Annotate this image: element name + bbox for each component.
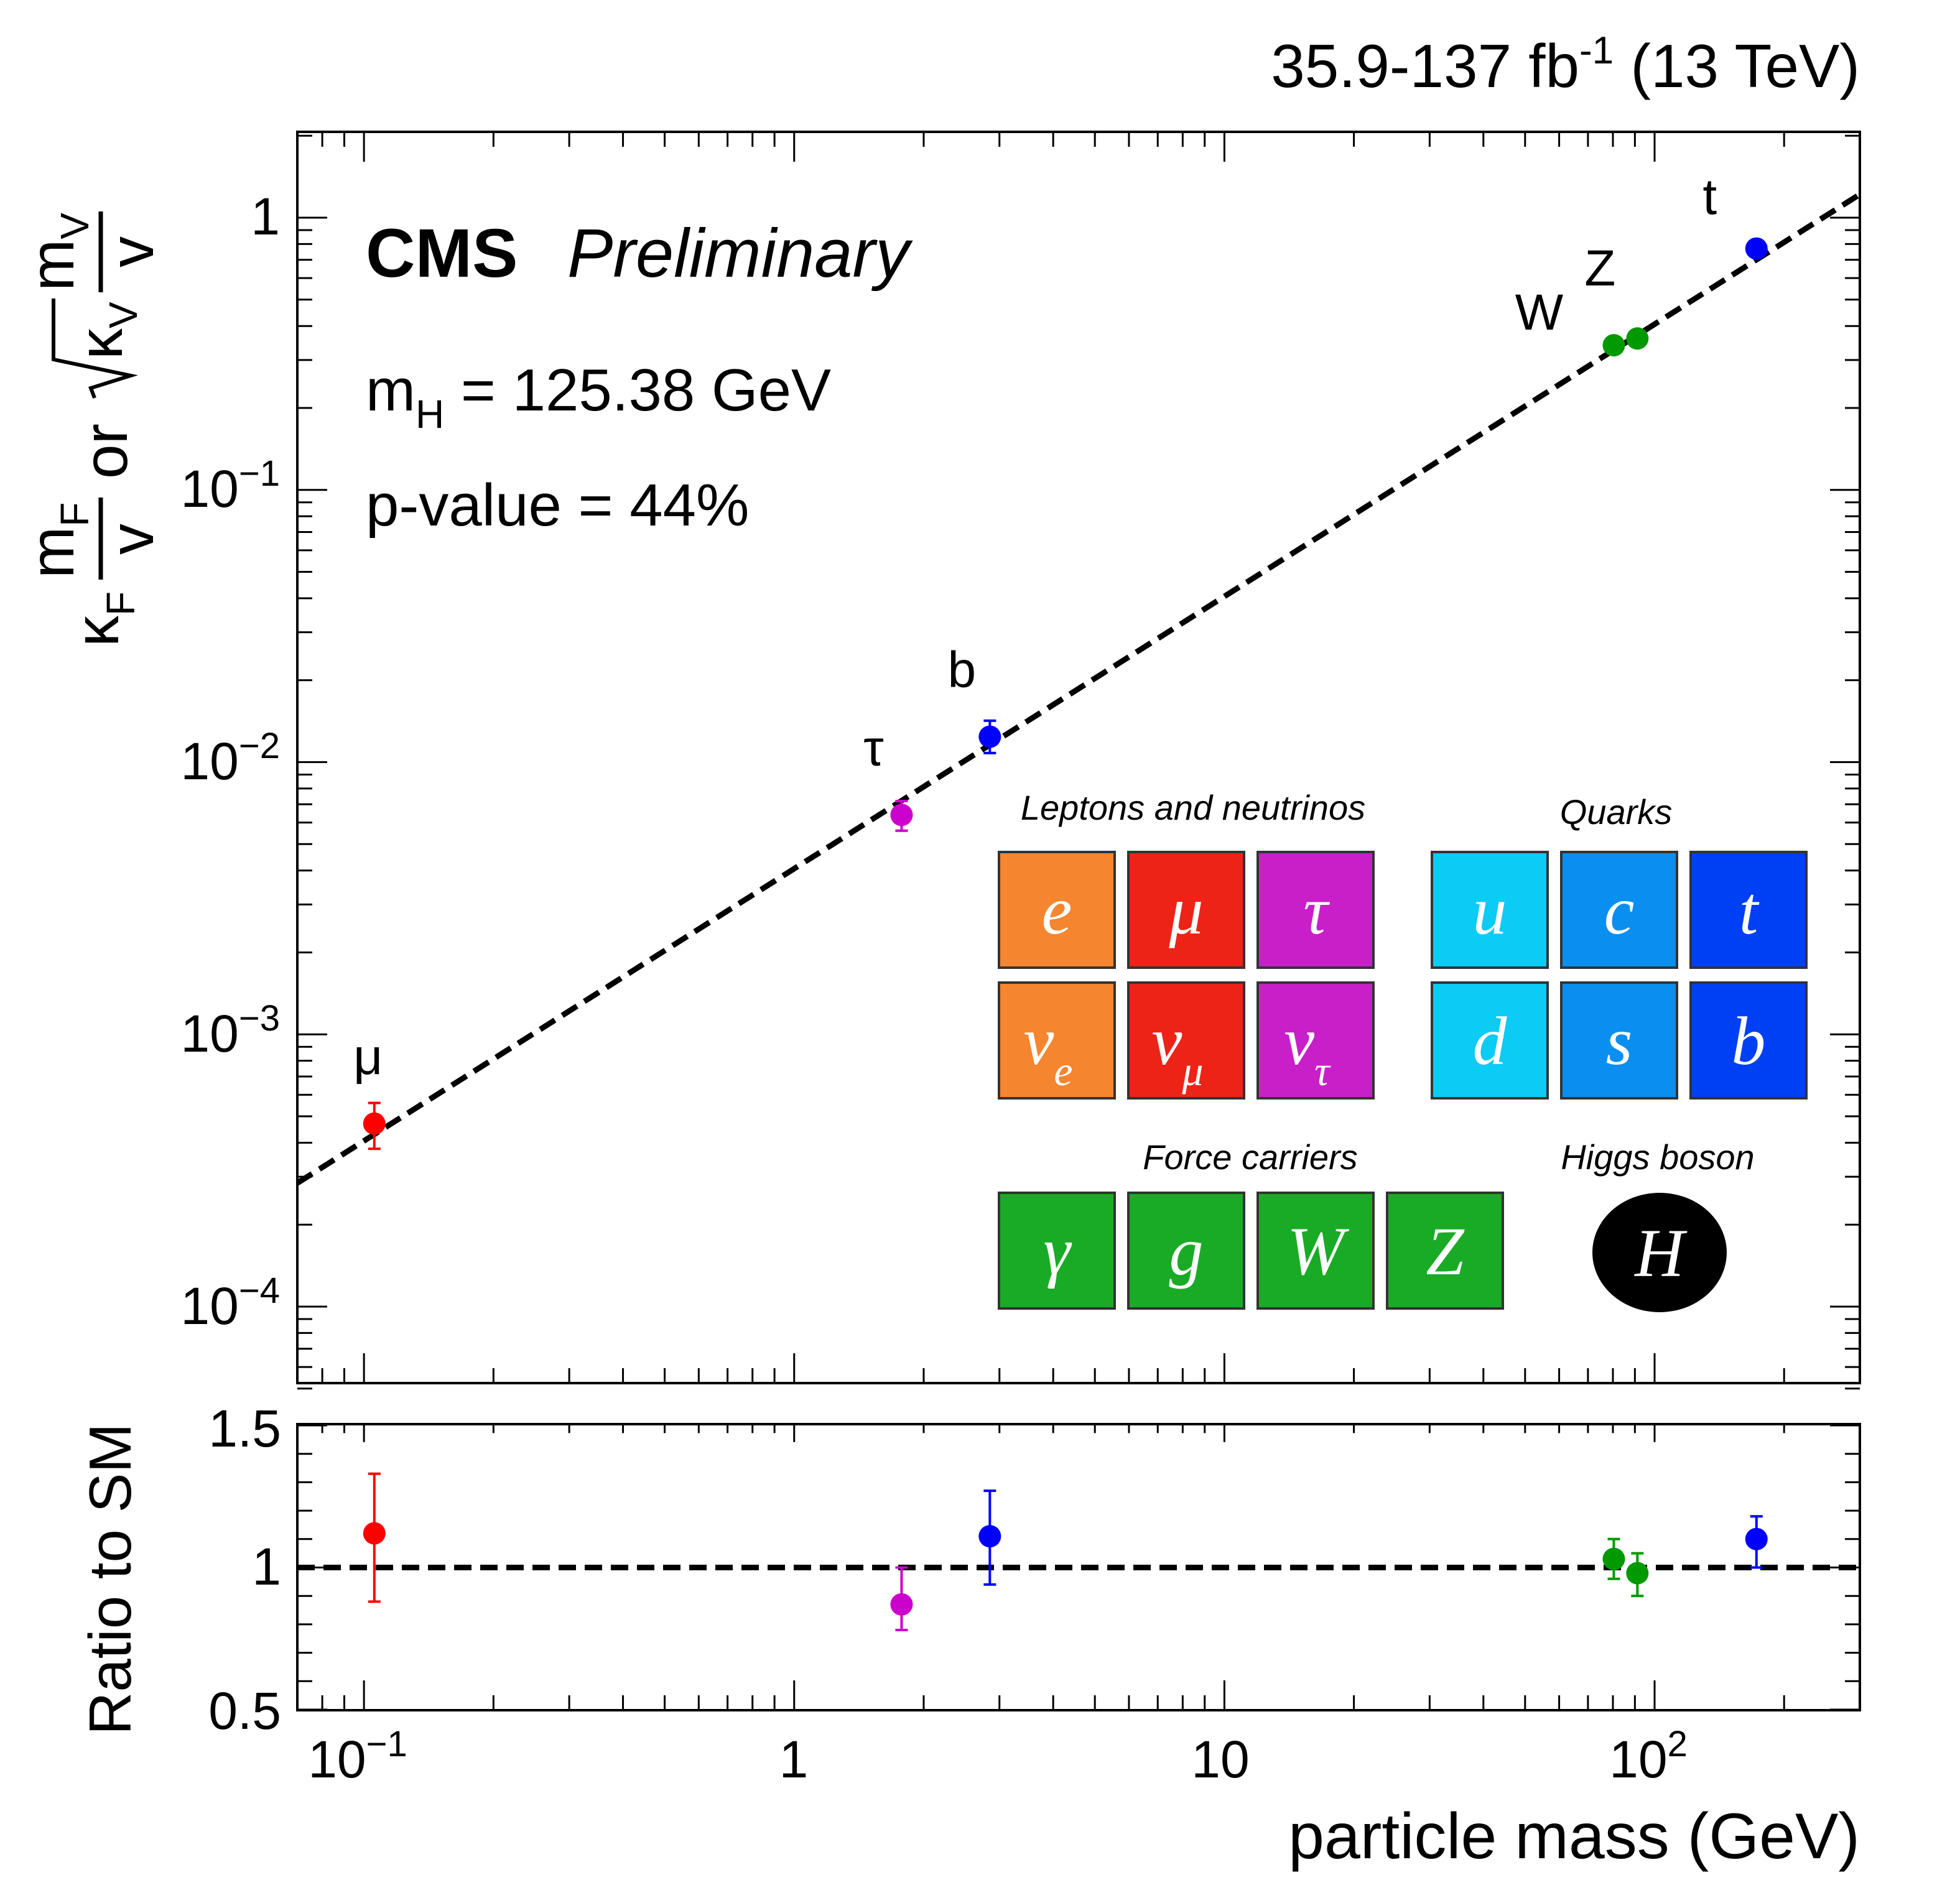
legend-title-leptons: Leptons and neutrinos	[1021, 788, 1365, 827]
cms-label: CMS	[366, 215, 518, 292]
data-point	[363, 1112, 386, 1135]
y-title-or: or	[71, 424, 141, 479]
point-label: Z	[1584, 240, 1615, 297]
bottom-y-tick-label: 1.5	[208, 1399, 281, 1458]
data-point	[1626, 1562, 1649, 1585]
higgs-mass-label: mH = 125.38 GeV	[366, 357, 831, 437]
lepton-box	[1127, 981, 1245, 1100]
top-y-tick-label: 10−1	[180, 453, 280, 518]
data-point	[1626, 327, 1649, 350]
x-tick-labels: 10−1 1 10 102	[308, 1724, 1688, 1789]
particle-legend: Leptons and neutrinos Quarks Force carri…	[998, 788, 1808, 1312]
data-point	[1745, 237, 1768, 260]
quark-box	[1431, 851, 1549, 969]
force-carrier-box	[1127, 1192, 1245, 1310]
lepton-box-symbol: τ	[1303, 873, 1330, 948]
lepton-box	[1256, 981, 1375, 1100]
force-carrier-box-symbol: g	[1169, 1213, 1204, 1289]
lepton-box-subscript: τ	[1314, 1047, 1331, 1095]
bottom-y-tick-label: 1	[252, 1537, 281, 1596]
lumi-label: 35.9-137 fb-1 (13 TeV)	[1271, 29, 1860, 100]
higgs-symbol: H	[1633, 1215, 1688, 1291]
quark-box-symbol: u	[1473, 873, 1507, 948]
top-sm-reference	[295, 192, 1862, 1186]
quark-box-symbol: c	[1604, 873, 1635, 948]
point-label: W	[1515, 284, 1564, 341]
force-carrier-box	[1256, 1192, 1375, 1310]
quark-box-symbol: t	[1739, 873, 1760, 948]
quark-box-symbol: s	[1606, 1003, 1633, 1079]
force-carrier-box-symbol: Z	[1426, 1213, 1465, 1289]
data-point	[1745, 1527, 1768, 1550]
force-carrier-box-symbol: γ	[1043, 1213, 1072, 1289]
axis-ticks	[296, 132, 1861, 1711]
top-point-labels: μ τ b WZt	[353, 169, 1717, 1085]
quark-box-symbol: d	[1473, 1003, 1508, 1079]
sm-prediction-line	[295, 192, 1862, 1186]
top-y-tick-labels: 1 10−1 10−2 10−3 10−4	[180, 187, 280, 1335]
top-data-points	[363, 237, 1768, 1151]
force-carrier-box-symbol: W	[1287, 1213, 1349, 1289]
x-axis-title: particle mass (GeV)	[1288, 1800, 1860, 1873]
x-tick-label: 102	[1609, 1724, 1688, 1789]
data-point	[363, 1522, 386, 1545]
lepton-box	[998, 851, 1116, 969]
legend-title-force: Force carriers	[1143, 1137, 1357, 1177]
data-point	[978, 725, 1001, 748]
y-title-kappa-f: κF	[62, 591, 143, 647]
quark-box-symbol: b	[1732, 1003, 1766, 1079]
lepton-box	[1256, 851, 1375, 969]
quark-box	[1431, 981, 1549, 1100]
point-label: τ	[863, 720, 883, 776]
top-y-tick-label: 10−4	[180, 1271, 280, 1335]
y-title-frac-num: mF	[17, 502, 97, 578]
x-tick-label: 1	[779, 1730, 809, 1789]
y-title-frac2-den: v	[97, 236, 167, 267]
top-y-tick-label: 10−2	[180, 726, 280, 790]
bottom-y-tick-labels: 1.5 1 0.5	[208, 1399, 281, 1740]
data-point	[890, 1593, 913, 1616]
force-carrier-box	[998, 1192, 1116, 1310]
legend-title-quarks: Quarks	[1560, 792, 1673, 831]
y-title-sqrt-kappa: κV	[66, 302, 146, 359]
quark-box	[1560, 981, 1678, 1100]
quark-box	[1689, 851, 1808, 969]
x-tick-label: 10	[1191, 1730, 1249, 1789]
legend-title-higgs: Higgs boson	[1561, 1137, 1754, 1177]
y-title-sqrt-sign	[52, 299, 138, 399]
data-point	[1602, 334, 1625, 357]
legend-boxes: e μ τνe νμ ντu c td s bγ g W Z H	[998, 851, 1808, 1312]
y-title-frac-den: v	[97, 524, 167, 555]
top-plot-frame	[296, 131, 1861, 1384]
higgs-disk	[1592, 1193, 1727, 1312]
x-tick-label: 10−1	[308, 1724, 407, 1789]
y-title-frac2-num: mV	[17, 213, 97, 291]
lepton-box	[998, 981, 1116, 1100]
lepton-box-symbol: e	[1042, 873, 1072, 948]
lepton-box-subscript: μ	[1181, 1047, 1203, 1095]
point-label: μ	[353, 1029, 383, 1085]
p-value-label: p-value = 44%	[366, 472, 749, 539]
top-y-axis-title: κF mF v or κV mV v	[17, 211, 167, 647]
bottom-plot-frame	[296, 1423, 1861, 1711]
data-point	[978, 1525, 1001, 1548]
data-point	[1602, 1547, 1625, 1570]
quark-box	[1560, 851, 1678, 969]
bottom-y-tick-label: 0.5	[208, 1682, 281, 1740]
preliminary-label: Preliminary	[567, 215, 913, 292]
top-y-tick-label: 10−3	[180, 998, 280, 1063]
bottom-y-axis-title: Ratio to SM	[77, 1423, 144, 1735]
lepton-box-symbol: μ	[1168, 873, 1203, 948]
quark-box	[1689, 981, 1808, 1100]
lepton-box-subscript: e	[1054, 1047, 1072, 1095]
data-point	[890, 803, 913, 827]
point-label: b	[948, 642, 977, 698]
top-y-tick-label: 1	[251, 187, 280, 246]
lepton-box	[1127, 851, 1245, 969]
force-carrier-box	[1386, 1192, 1504, 1310]
bottom-data-points	[363, 1472, 1768, 1632]
point-label: t	[1702, 169, 1717, 226]
